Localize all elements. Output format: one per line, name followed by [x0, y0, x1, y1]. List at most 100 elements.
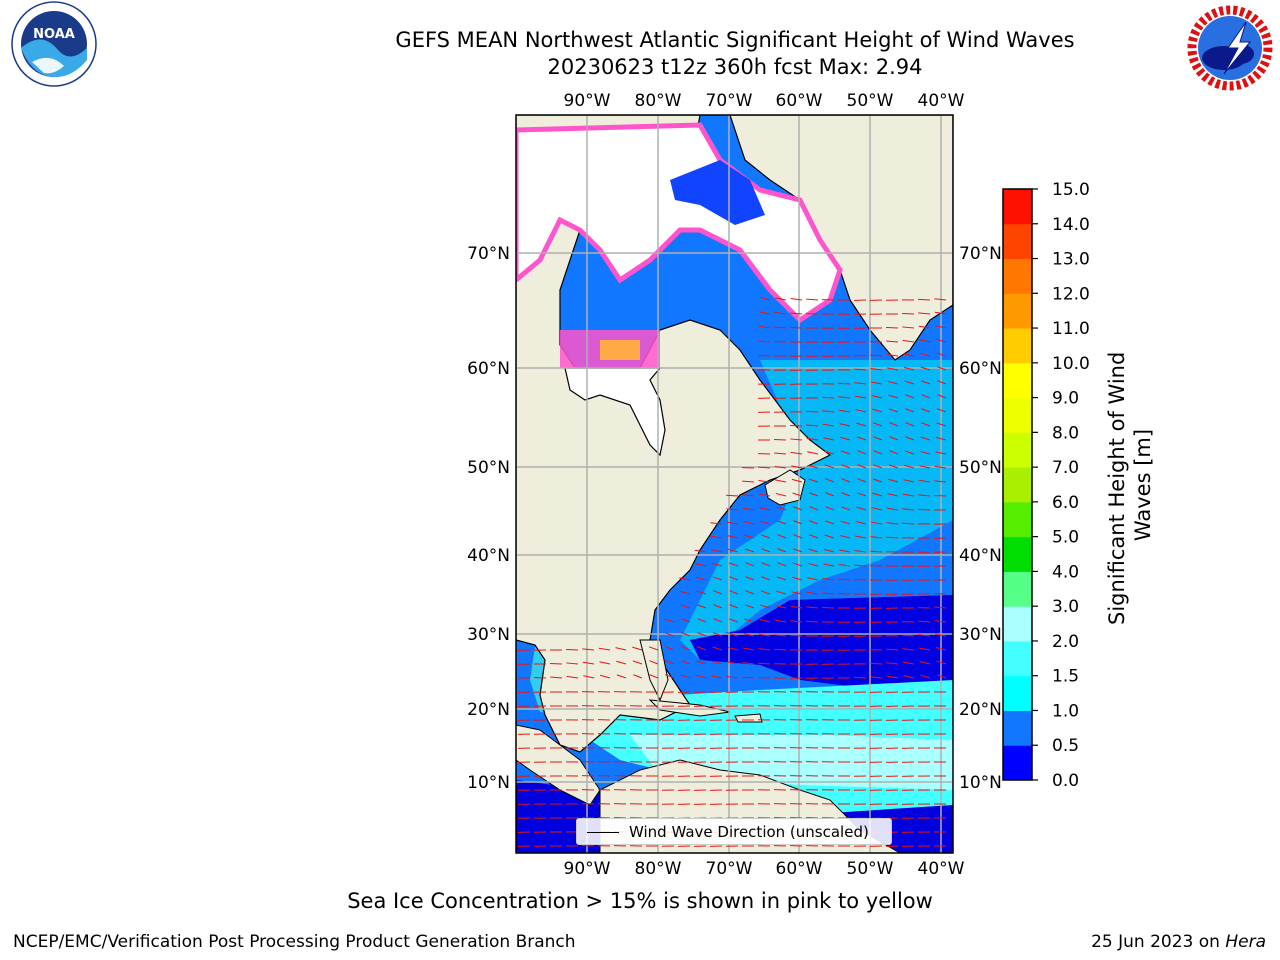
wind-arrow — [902, 312, 915, 315]
wind-arrow — [792, 576, 803, 581]
wind-arrow — [790, 438, 803, 441]
wind-arrow — [807, 562, 819, 567]
colorbar — [1003, 189, 1032, 781]
wind-arrow — [728, 548, 739, 553]
wind-arrow — [793, 548, 803, 553]
wind-arrow — [727, 646, 739, 651]
wind-arrow — [920, 674, 931, 679]
wind-arrow — [791, 591, 803, 595]
wind-arrow — [919, 339, 931, 343]
wind-arrow — [902, 661, 915, 665]
credit-date: 25 Jun 2023 on Hera — [1091, 932, 1266, 952]
wind-arrow — [729, 576, 739, 581]
wind-arrow — [887, 380, 899, 385]
colorbar-segment — [1003, 710, 1032, 746]
colorbar-segment — [1003, 640, 1032, 677]
wind-arrow — [728, 618, 739, 623]
wind-arrow — [934, 480, 947, 483]
wind-arrow — [760, 520, 771, 525]
wind-arrow — [550, 676, 563, 679]
wind-arrow — [823, 563, 835, 567]
wind-arrow — [729, 590, 739, 595]
lon-label-top: 50°W — [847, 91, 894, 111]
wind-arrow — [921, 408, 931, 413]
wind-arrow — [743, 633, 755, 637]
wind-arrow — [935, 436, 947, 441]
wind-arrow — [886, 662, 899, 665]
svg-text:Significant Height of Wind: Significant Height of Wind Waves [m] — [1105, 345, 1155, 625]
wind-arrow — [902, 493, 915, 497]
wind-arrow — [825, 506, 835, 511]
wind-arrow — [633, 674, 643, 679]
wind-arrow — [759, 507, 771, 511]
wind-arrow — [934, 606, 947, 609]
wind-arrow — [695, 563, 707, 567]
colorbar-tick-label: 7.0 — [1052, 458, 1079, 478]
wind-arrow — [889, 450, 899, 455]
hudson-bay — [564, 367, 666, 457]
colorbar-label-line2: Waves [m] — [1131, 429, 1155, 541]
wind-arrow — [841, 464, 851, 469]
wind-arrow — [792, 562, 803, 567]
wind-arrow — [760, 604, 771, 609]
wind-arrow — [870, 662, 883, 665]
wind-arrow — [873, 436, 883, 441]
wind-arrow — [934, 311, 947, 315]
lat-label-left: 50°N — [467, 458, 510, 478]
wind-arrow — [841, 492, 851, 497]
wind-arrow — [806, 591, 819, 595]
wind-arrow — [758, 325, 771, 329]
wind-arrow — [665, 674, 675, 679]
wind-arrow — [774, 648, 787, 651]
wind-arrow — [791, 465, 803, 469]
lon-label-top: 60°W — [776, 91, 823, 111]
wind-arrow — [632, 646, 643, 651]
wind-arrow — [902, 522, 915, 525]
colorbar-segment — [1003, 501, 1032, 538]
wind-arrow — [711, 562, 723, 567]
wind-arrow — [854, 395, 867, 399]
colorbar-tick-label: 5.0 — [1052, 528, 1079, 548]
wind-arrow — [808, 548, 819, 553]
wind-arrow — [712, 632, 723, 637]
wind-arrow — [790, 424, 803, 427]
wind-arrow — [873, 464, 883, 469]
wind-arrow — [758, 662, 771, 665]
wind-arrow — [711, 549, 723, 553]
wind-arrow — [744, 534, 755, 539]
colorbar-segment — [1003, 745, 1032, 781]
wind-arrow — [870, 368, 883, 371]
wind-arrow — [758, 480, 771, 483]
wind-arrow — [903, 675, 915, 679]
wind-arrow — [774, 326, 787, 329]
lon-label-bottom: 70°W — [706, 859, 753, 879]
wind-arrow — [790, 312, 803, 315]
wind-arrow — [902, 339, 915, 343]
colorbar-segment — [1003, 362, 1032, 399]
map-frame — [515, 114, 954, 854]
wind-arrow — [793, 520, 803, 525]
wind-arrow — [888, 464, 899, 469]
wind-arrow — [758, 633, 771, 637]
wind-arrow — [790, 620, 803, 623]
wind-arrow — [918, 298, 931, 301]
wave-band-cyan-north — [680, 360, 953, 660]
wind-arrow — [824, 520, 835, 525]
wind-arrow — [727, 661, 739, 665]
colorbar-tick-label: 8.0 — [1052, 423, 1079, 443]
lon-label-bottom: 90°W — [564, 859, 611, 879]
wind-arrow — [566, 648, 579, 651]
wind-arrow — [872, 492, 883, 497]
lat-label-left: 60°N — [467, 359, 510, 379]
wind-arrow — [856, 436, 867, 441]
wind-arrow — [791, 478, 803, 483]
wind-arrow — [840, 450, 851, 455]
wind-arrow — [887, 367, 899, 371]
wind-arrow — [728, 632, 739, 637]
colorbar-tick-label: 13.0 — [1052, 250, 1090, 270]
wind-arrow — [918, 647, 931, 651]
wind-arrow — [727, 535, 739, 539]
wind-arrow — [774, 340, 787, 343]
wind-arrow — [566, 662, 579, 665]
lon-label-bottom: 40°W — [918, 859, 965, 879]
